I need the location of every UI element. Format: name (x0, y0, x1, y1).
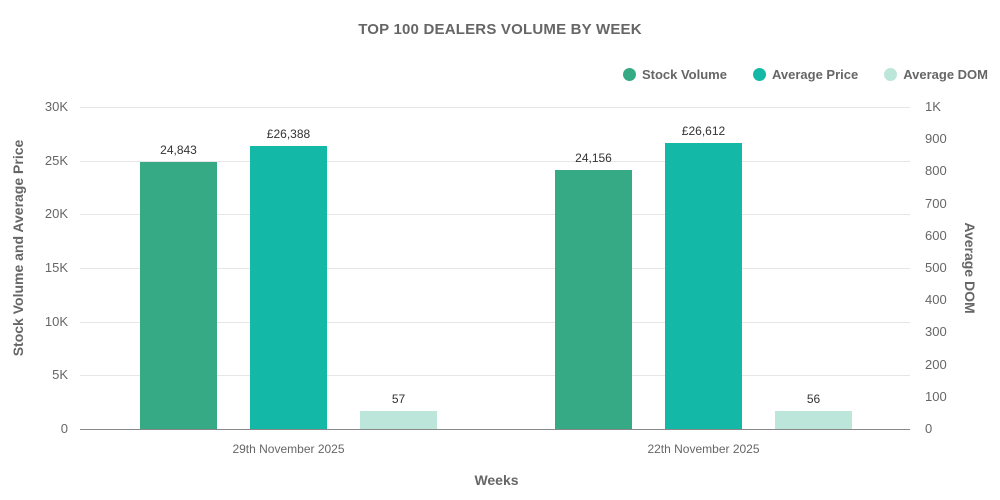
bar-value-label: 57 (391, 391, 406, 406)
y-tick-left: 10K (44, 314, 68, 329)
bar-stock-volume[interactable] (555, 169, 632, 429)
y-tick-left: 20K (44, 206, 68, 221)
legend-dot-icon (752, 68, 766, 81)
legend-item-stock-volume[interactable]: Stock Volume (622, 67, 727, 82)
y-tick-right: 200 (925, 357, 947, 372)
y-tick-right: 0 (925, 421, 933, 436)
y-axis-title-right: Average DOM (962, 222, 978, 314)
y-tick-right: 100 (925, 389, 947, 404)
gridline (80, 161, 910, 162)
y-tick-right: 300 (925, 324, 947, 339)
bar-value-label: 24,843 (160, 143, 197, 158)
bar-value-label: 56 (806, 391, 821, 406)
y-tick-right: 800 (925, 163, 947, 178)
legend-label: Average DOM (903, 67, 988, 82)
gridline (80, 107, 910, 108)
y-tick-left: 0 (60, 421, 68, 436)
x-tick-label: 29th November 2025 (232, 442, 345, 456)
y-tick-left: 15K (44, 260, 68, 275)
gridline (80, 375, 910, 376)
y-tick-left: 25K (44, 153, 68, 168)
y-tick-right: 400 (925, 292, 947, 307)
bar-average-dom[interactable] (775, 410, 852, 429)
bar-stock-volume[interactable] (140, 162, 217, 429)
x-axis-title: Weeks (474, 472, 519, 488)
bar-average-price[interactable] (665, 143, 742, 429)
bar-value-label: £26,388 (266, 126, 311, 141)
y-axis-title-left: Stock Volume and Average Price (10, 139, 26, 357)
gridline (80, 268, 910, 269)
y-tick-right: 1K (925, 99, 941, 114)
bar-average-dom[interactable] (360, 410, 437, 429)
x-tick-label: 22th November 2025 (647, 442, 760, 456)
legend-item-average-price[interactable]: Average Price (752, 67, 859, 82)
legend-dot-icon (884, 68, 898, 81)
y-tick-left: 5K (52, 367, 68, 382)
legend-dot-icon (622, 68, 636, 81)
bar-average-price[interactable] (250, 145, 327, 429)
y-tick-right: 500 (925, 260, 947, 275)
y-tick-left: 30K (44, 99, 68, 114)
x-axis-line (80, 429, 910, 430)
gridline (80, 322, 910, 323)
bar-value-label: 24,156 (575, 150, 612, 165)
legend: Stock Volume Average Price Average DOM (622, 67, 988, 82)
y-tick-right: 700 (925, 196, 947, 211)
bar-value-label: £26,612 (681, 124, 726, 139)
chart-title: TOP 100 DEALERS VOLUME BY WEEK (358, 21, 642, 38)
y-tick-right: 900 (925, 131, 947, 146)
legend-label: Stock Volume (641, 67, 727, 82)
gridline (80, 214, 910, 215)
legend-label: Average Price (771, 67, 859, 82)
legend-item-average-dom[interactable]: Average DOM (884, 67, 988, 82)
y-tick-right: 600 (925, 228, 947, 243)
